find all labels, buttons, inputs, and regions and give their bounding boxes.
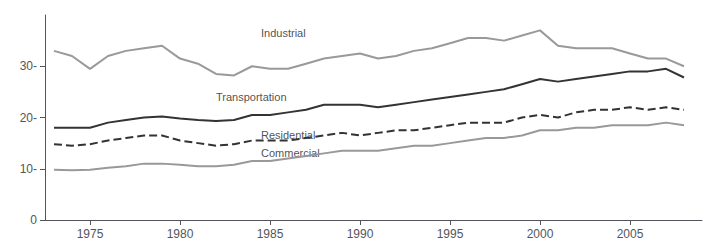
- svg-text:30-: 30-: [20, 59, 37, 73]
- svg-text:2000: 2000: [527, 227, 554, 241]
- svg-text:1990: 1990: [347, 227, 374, 241]
- svg-text:Residential: Residential: [261, 129, 315, 141]
- svg-text:Industrial: Industrial: [261, 27, 306, 39]
- svg-text:1975: 1975: [77, 227, 104, 241]
- svg-text:1995: 1995: [437, 227, 464, 241]
- svg-text:Transportation: Transportation: [216, 91, 287, 103]
- svg-text:0: 0: [30, 213, 37, 227]
- svg-text:10-: 10-: [20, 162, 37, 176]
- svg-text:Commercial: Commercial: [261, 147, 320, 159]
- svg-text:20-: 20-: [20, 111, 37, 125]
- svg-text:2005: 2005: [617, 227, 644, 241]
- svg-text:1980: 1980: [167, 227, 194, 241]
- svg-text:1985: 1985: [257, 227, 284, 241]
